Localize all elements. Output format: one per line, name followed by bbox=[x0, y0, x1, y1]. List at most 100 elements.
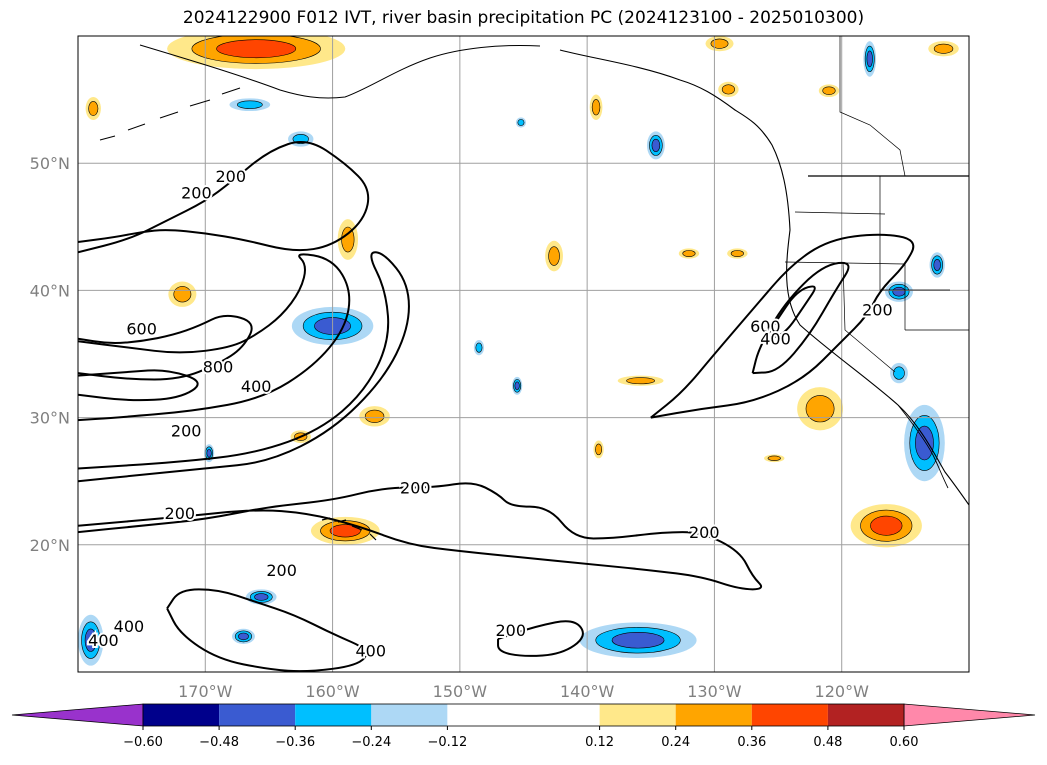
colorbar-extend-low bbox=[11, 703, 144, 727]
latitude-tick-label: 50°N bbox=[30, 154, 70, 173]
longitude-tick-label: 170°W bbox=[178, 682, 233, 701]
colorbar-bin bbox=[143, 704, 220, 726]
colorbar-bin bbox=[371, 704, 448, 726]
colorbar-bin bbox=[295, 704, 372, 726]
ivt-contour-label: 200 bbox=[400, 479, 431, 498]
ivt-contour-600 bbox=[764, 285, 816, 340]
pc-region bbox=[238, 632, 249, 641]
colorbar-tick-label: −0.36 bbox=[275, 735, 315, 750]
chart-title: 2024122900 F012 IVT, river basin precipi… bbox=[182, 8, 865, 28]
colorbar-tick-label: 0.48 bbox=[813, 735, 842, 750]
longitude-tick-label: 140°W bbox=[560, 682, 615, 701]
pc-region bbox=[475, 342, 483, 353]
colorbar-tick-label: 0.36 bbox=[737, 735, 766, 750]
colorbar-tick-label: 0.60 bbox=[890, 735, 919, 750]
ivt-contour-200 bbox=[650, 233, 915, 419]
pc-region bbox=[866, 50, 873, 68]
plot-frame bbox=[77, 35, 970, 673]
pc-region bbox=[254, 593, 269, 601]
colorbar: −0.60 −0.48 −0.36 −0.24 −0.12 0.12 0.24 0.36 0.4… bbox=[11, 703, 1036, 750]
pc-region bbox=[682, 250, 696, 257]
pc-region bbox=[84, 628, 97, 652]
colorbar-tick-label: 0.24 bbox=[661, 735, 690, 750]
coastline-layer bbox=[99, 36, 969, 541]
lat-lon-gridlines bbox=[78, 36, 969, 672]
ivt-contour-label: 200 bbox=[181, 183, 212, 202]
precipitation-pc-shading bbox=[78, 36, 959, 666]
colorbar-bin bbox=[447, 704, 600, 726]
pc-region bbox=[591, 99, 601, 116]
ivt-contour-200 bbox=[78, 482, 763, 591]
ivt-contour-label: 200 bbox=[165, 504, 196, 523]
latitude-tick-label: 30°N bbox=[30, 409, 70, 428]
latitude-tick-labels: 20°N 30°N 40°N 50°N bbox=[30, 154, 70, 555]
colorbar-tick-label: −0.48 bbox=[199, 735, 239, 750]
aleutian-islands bbox=[99, 87, 241, 141]
ivt-contour-label: 200 bbox=[266, 561, 297, 580]
ivt-contour-label: 400 bbox=[760, 330, 791, 349]
ivt-contours bbox=[78, 141, 915, 672]
colorbar-bin bbox=[219, 704, 296, 726]
colorbar-frame bbox=[142, 703, 905, 727]
pc-region bbox=[364, 409, 385, 423]
coastline-alaska bbox=[139, 44, 541, 99]
ivt-contour-label: 400 bbox=[355, 641, 386, 660]
ivt-contour-400 bbox=[751, 261, 850, 375]
colorbar-bin bbox=[751, 704, 828, 726]
pc-region bbox=[892, 286, 906, 297]
colorbar-bin bbox=[599, 704, 676, 726]
pc-region bbox=[933, 43, 954, 54]
ivt-contour-200 bbox=[497, 620, 584, 657]
pc-region bbox=[216, 39, 297, 59]
ivt-contour-label: 200 bbox=[215, 167, 246, 186]
pc-region bbox=[88, 101, 99, 116]
pc-region bbox=[710, 38, 729, 49]
latitude-tick-label: 40°N bbox=[30, 281, 70, 300]
colorbar-tick-label: −0.60 bbox=[123, 735, 163, 750]
pc-region bbox=[548, 246, 560, 266]
pc-region bbox=[651, 138, 661, 152]
pc-region bbox=[721, 84, 735, 95]
ivt-contour-label: 600 bbox=[126, 320, 157, 339]
colorbar-tick-label: −0.12 bbox=[427, 735, 467, 750]
pc-region bbox=[870, 515, 903, 536]
colorbar-tick-label: 0.12 bbox=[585, 735, 614, 750]
pc-region bbox=[329, 524, 361, 538]
pc-region bbox=[933, 259, 941, 271]
ivt-contour-labels: 2002006008004002002002002002002004004004… bbox=[86, 165, 894, 662]
longitude-tick-label: 130°W bbox=[687, 682, 742, 701]
longitude-tick-label: 150°W bbox=[433, 682, 488, 701]
ivt-contour-label: 200 bbox=[171, 421, 202, 440]
pc-region bbox=[730, 250, 744, 257]
pc-region bbox=[805, 395, 835, 423]
ivt-contour-200 bbox=[166, 588, 367, 672]
ivt-contour-400 bbox=[78, 253, 351, 422]
pc-region bbox=[341, 226, 355, 253]
pc-region bbox=[595, 443, 603, 456]
pc-region bbox=[893, 366, 905, 380]
pc-region bbox=[514, 381, 520, 391]
ivt-contour-label: 200 bbox=[862, 300, 893, 319]
coastline-north-america bbox=[559, 49, 969, 506]
coastline-baja-california bbox=[897, 404, 949, 489]
longitude-tick-label: 120°W bbox=[815, 682, 870, 701]
colorbar-extend-high bbox=[903, 703, 1036, 727]
pc-region bbox=[517, 119, 525, 126]
pc-region bbox=[822, 86, 836, 95]
ivt-contour-label: 600 bbox=[750, 317, 781, 336]
longitude-tick-labels: 170°W 160°W 150°W 140°W 130°W 120°W bbox=[178, 682, 869, 701]
pc-region bbox=[173, 286, 192, 303]
latitude-tick-label: 20°N bbox=[30, 536, 70, 555]
longitude-tick-label: 160°W bbox=[305, 682, 360, 701]
ivt-contour-label: 800 bbox=[203, 358, 234, 377]
pc-region bbox=[626, 377, 656, 385]
ivt-contour-label: 200 bbox=[495, 621, 526, 640]
plot-area bbox=[78, 36, 969, 672]
ivt-contour-200 bbox=[78, 251, 410, 483]
ivt-contour-200 bbox=[78, 141, 370, 254]
ivt-contour-600 bbox=[78, 314, 253, 381]
ivt-contour-label: 400 bbox=[88, 631, 119, 650]
colorbar-bin bbox=[827, 704, 904, 726]
pc-region bbox=[767, 455, 781, 461]
ivt-contour-800 bbox=[78, 369, 199, 402]
